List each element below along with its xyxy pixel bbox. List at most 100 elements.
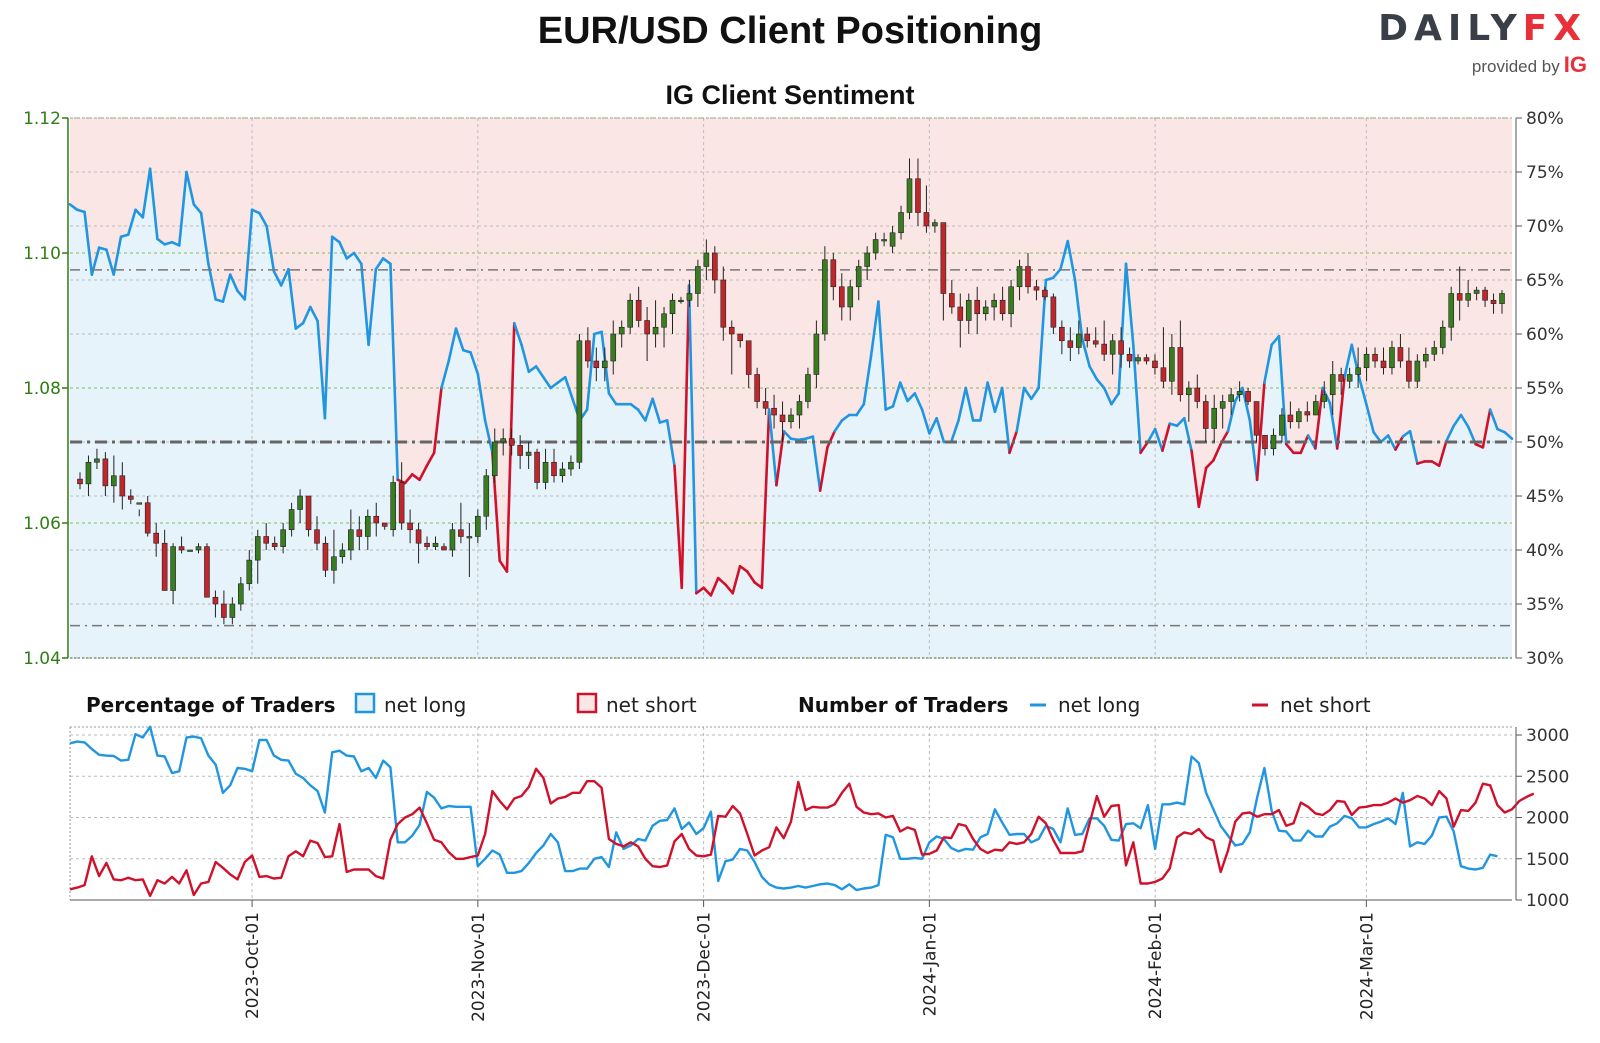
candle-down bbox=[1304, 411, 1311, 416]
sentiment-line-segment bbox=[1437, 439, 1448, 468]
candle-down bbox=[974, 299, 981, 315]
candle-down bbox=[1042, 289, 1048, 298]
sentiment-line-segment bbox=[389, 262, 400, 482]
sentiment-line-segment bbox=[833, 419, 844, 433]
sentiment-line-segment bbox=[352, 251, 363, 266]
candle-down bbox=[204, 546, 210, 598]
candle-down bbox=[1397, 347, 1404, 362]
candle-down bbox=[1101, 343, 1107, 355]
sentiment-line-segment bbox=[1248, 419, 1259, 482]
sentiment-line-segment bbox=[898, 381, 909, 403]
candle-up bbox=[170, 546, 176, 591]
count-tick-label: 1500 bbox=[1526, 850, 1569, 870]
sentiment-line-segment bbox=[68, 203, 79, 212]
sentiment-line-segment bbox=[105, 248, 115, 276]
candle-up bbox=[542, 461, 549, 483]
sentiment-line-segment bbox=[1124, 262, 1135, 347]
sentiment-line-segment bbox=[1197, 466, 1208, 509]
candle-up bbox=[686, 293, 693, 301]
sentiment-line-segment bbox=[1357, 375, 1368, 406]
candle-up bbox=[348, 529, 354, 551]
sentiment-line-segment bbox=[1496, 427, 1507, 434]
candle-up bbox=[1431, 347, 1438, 355]
candle-up bbox=[94, 458, 100, 463]
candle-down bbox=[381, 522, 388, 527]
sentiment-line-segment bbox=[1270, 334, 1281, 347]
candle-down bbox=[517, 445, 523, 456]
sentiment-line-segment bbox=[483, 419, 494, 455]
candle-up bbox=[1075, 333, 1082, 348]
candle-down bbox=[263, 536, 270, 544]
sentiment-line-segment bbox=[228, 273, 239, 293]
sentiment-line-segment bbox=[1182, 416, 1193, 452]
sentiment-line-segment bbox=[1408, 429, 1419, 465]
sentiment-line-segment bbox=[287, 267, 298, 330]
pct-tick-label: 60% bbox=[1526, 325, 1564, 345]
sentiment-line-segment bbox=[1379, 434, 1390, 444]
candle-down bbox=[356, 529, 363, 537]
sentiment-line-segment bbox=[877, 300, 887, 411]
candle-down bbox=[1262, 434, 1268, 450]
candle-up bbox=[1135, 357, 1141, 362]
candle-down bbox=[415, 529, 422, 544]
candle-down bbox=[754, 374, 760, 402]
price-candles bbox=[77, 158, 1505, 625]
candle-down bbox=[771, 407, 777, 416]
sentiment-line-segment bbox=[403, 473, 414, 485]
sentiment-line-segment bbox=[221, 273, 232, 303]
sentiment-line-segment bbox=[1365, 402, 1375, 434]
sentiment-line-segment bbox=[1459, 413, 1470, 429]
candle-up bbox=[1312, 401, 1319, 416]
net-long-count-line bbox=[69, 725, 1498, 892]
dailyfx-logo: DAILYFX provided by IG bbox=[1378, 8, 1595, 78]
sentiment-line-segment bbox=[636, 408, 647, 422]
candle-up bbox=[525, 451, 532, 456]
candle-down bbox=[221, 603, 227, 618]
sentiment-line-segment bbox=[1081, 338, 1091, 368]
candle-up bbox=[1465, 293, 1471, 301]
candle-up bbox=[466, 536, 473, 539]
legend-pct-title: Percentage of Traders bbox=[86, 693, 336, 717]
candle-up bbox=[847, 286, 854, 308]
candle-down bbox=[745, 340, 752, 375]
sentiment-line-segment bbox=[309, 305, 319, 323]
sentiment-line-segment bbox=[1146, 427, 1157, 444]
sentiment-line-segment bbox=[301, 305, 312, 325]
sentiment-line-segment bbox=[236, 289, 247, 301]
sentiment-line-segment bbox=[199, 211, 210, 266]
candle-up bbox=[1363, 353, 1370, 369]
candle-up bbox=[822, 259, 828, 335]
candle-down bbox=[178, 546, 185, 551]
candle-up bbox=[1228, 394, 1234, 402]
sentiment-line-segment bbox=[906, 392, 917, 403]
sentiment-line-segment bbox=[1306, 434, 1317, 450]
sentiment-line-segment bbox=[767, 408, 778, 487]
sentiment-line-segment bbox=[192, 203, 203, 215]
sentiment-line-segment bbox=[949, 419, 960, 444]
sentiment-line-segment bbox=[177, 170, 188, 247]
pct-tick-label: 30% bbox=[1526, 649, 1564, 669]
sentiment-line-segment bbox=[447, 327, 458, 363]
sentiment-line-segment bbox=[629, 402, 640, 411]
sentiment-line-segment bbox=[440, 359, 451, 390]
sentiment-line-segment bbox=[869, 300, 880, 357]
candle-down bbox=[1202, 401, 1209, 429]
sentiment-line-segment bbox=[360, 262, 370, 347]
sentiment-line-segment bbox=[1066, 239, 1077, 282]
sentiment-line-segment bbox=[1255, 381, 1266, 482]
sentiment-line-segment bbox=[1372, 430, 1383, 444]
candle-up bbox=[805, 374, 811, 402]
chart-title: EUR/USD Client Positioning bbox=[537, 10, 1043, 52]
sentiment-line-segment bbox=[731, 564, 742, 595]
sentiment-line-segment bbox=[709, 576, 720, 597]
sentiment-line-segment bbox=[563, 375, 574, 401]
pct-tick-label: 70% bbox=[1526, 217, 1564, 237]
sentiment-line-segment bbox=[345, 251, 356, 260]
sentiment-line-segment bbox=[1503, 430, 1514, 441]
candle-down bbox=[1067, 340, 1074, 348]
candle-down bbox=[1160, 367, 1167, 382]
sentiment-line-segment bbox=[840, 413, 851, 422]
candle-down bbox=[1050, 296, 1057, 328]
count-tick-label: 2500 bbox=[1526, 767, 1569, 787]
sentiment-line-segment bbox=[112, 235, 123, 276]
